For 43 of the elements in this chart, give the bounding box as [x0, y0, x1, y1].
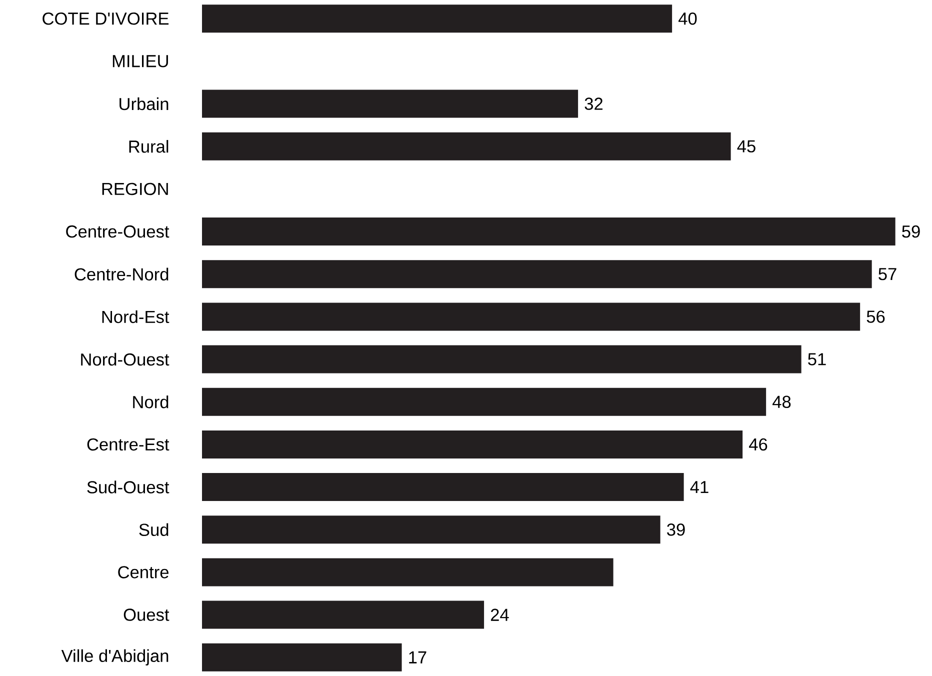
- bar: [202, 218, 896, 246]
- y-tick-label: Rural: [129, 140, 168, 153]
- y-tick-label: Centre-Ouest: [66, 225, 170, 238]
- bar: [202, 4, 672, 33]
- data-label: 32: [584, 98, 602, 110]
- bar: [202, 260, 872, 288]
- bar: [202, 473, 684, 502]
- data-label: 57: [878, 268, 896, 280]
- data-label: 45: [737, 140, 756, 152]
- y-tick-label: Centre: [118, 566, 169, 578]
- y-tick-label: MILIEU: [112, 55, 168, 68]
- y-tick-label: Centre-Est: [87, 438, 170, 451]
- bar: [202, 516, 660, 544]
- y-tick-label: COTE D'IVOIRE: [42, 12, 169, 25]
- y-tick-label: Nord-Ouest: [81, 352, 170, 366]
- bar: [202, 302, 860, 331]
- y-tick-label: Sud: [139, 523, 168, 536]
- bar: [202, 388, 766, 416]
- y-tick-label: Nord-Est: [102, 310, 170, 324]
- data-label: 48: [772, 396, 791, 408]
- y-tick-label: Sud-Ouest: [87, 480, 170, 494]
- bar: [202, 558, 614, 586]
- y-tick-label: Urbain: [120, 97, 168, 110]
- data-label: 24: [490, 608, 509, 621]
- bar: [202, 600, 484, 629]
- data-label: 17: [409, 651, 426, 664]
- data-label: 56: [866, 310, 885, 323]
- y-tick-label: Nord: [133, 396, 168, 408]
- y-tick-label: REGION: [102, 182, 168, 196]
- data-label: 41: [690, 481, 708, 494]
- data-label: 39: [667, 523, 685, 536]
- bar: [202, 132, 731, 160]
- data-label: 59: [902, 225, 920, 238]
- y-tick-label: Ville d'Abidjan: [61, 649, 168, 666]
- y-tick-label: Centre-Nord: [74, 268, 168, 280]
- bar: [202, 345, 802, 374]
- data-label: 46: [749, 438, 768, 451]
- data-label: 40: [678, 12, 697, 25]
- data-label: 51: [808, 353, 826, 366]
- bar: [202, 643, 402, 672]
- bar: [202, 90, 578, 118]
- y-tick-label: Ouest: [124, 608, 170, 621]
- bar: [202, 430, 743, 458]
